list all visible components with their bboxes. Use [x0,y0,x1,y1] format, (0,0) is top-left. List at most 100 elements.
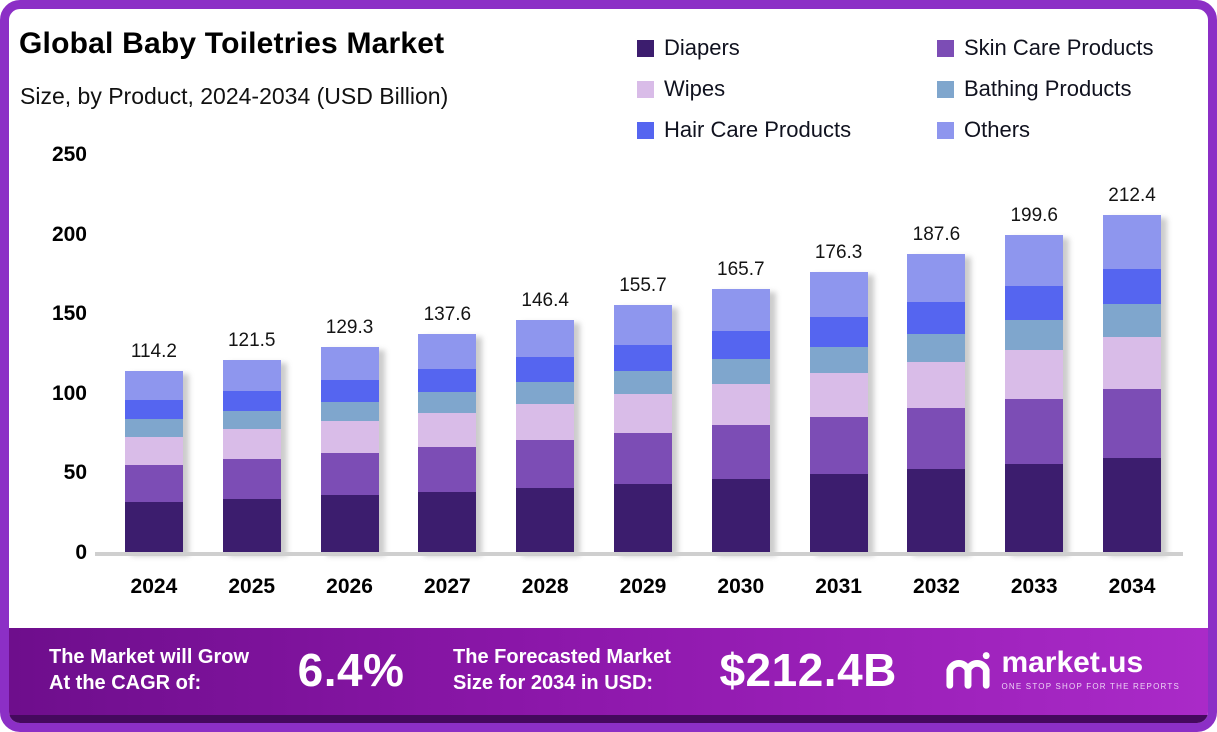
bar-stack [907,254,966,553]
bar-group-2033: 199.6 2033 [1005,205,1064,598]
bar-segment-skin-care-products [418,446,477,492]
bar-total-label: 155.7 [619,275,667,297]
bar-segment-skin-care-products [124,464,183,503]
bar-stack [222,359,281,553]
skin-care-products-swatch-icon [937,39,954,57]
bar-segment-hair-care-products [613,344,672,371]
bar-segment-wipes [613,394,672,433]
bar-segment-skin-care-products [320,453,379,496]
brand-text: market.us ONE STOP SHOP FOR THE REPORTS [1001,648,1180,692]
banner-text-line: The Market will Grow [49,645,250,668]
y-axis-tick-label: 200 [51,222,87,246]
bar-stack [418,333,477,553]
bar-segment-diapers [711,479,770,553]
wipes-swatch-icon [637,80,654,98]
bar-segment-bathing-products [320,401,379,422]
market-us-logo-icon [946,651,991,689]
bar-total-label: 114.2 [130,341,177,363]
bar-segment-skin-care-products [613,432,672,484]
y-axis: 0 50 100 150 200 250 [27,143,87,564]
bar-segment-bathing-products [711,359,770,385]
bar-segment-others [516,319,575,358]
bar-group-2027: 137.6 2027 [418,304,477,598]
bar-segment-skin-care-products [222,459,281,499]
x-axis-label: 2024 [130,575,178,598]
bar-group-2029: 155.7 2029 [613,275,672,598]
bar-segment-diapers [907,469,966,553]
banner-text-line: At the CAGR of: [49,671,202,694]
forecast-label: The Forecasted Market Size for 2034 in U… [453,644,671,696]
legend-item-others: Others [937,117,1190,143]
bar-segment-wipes [222,429,281,460]
forecast-value: $212.4B [719,643,897,696]
bar-segment-others [809,272,868,318]
bar-total-label: 129.3 [325,317,374,339]
bar-stack [1103,214,1162,553]
bar-segment-bathing-products [222,411,281,430]
bar-segment-hair-care-products [418,369,477,393]
bar-segment-wipes [907,361,966,409]
bar-segment-wipes [1005,349,1064,399]
bar-group-2024: 114.2 2024 [124,341,183,598]
bar-segment-others [222,359,281,391]
diapers-swatch-icon [637,39,654,57]
plot-area: 114.2 2024 121.5 2025 129.3 2026 137.6 2027 146.… [95,155,1183,598]
bar-segment-wipes [809,373,868,417]
bottom-strip [9,715,1208,723]
bar-segment-wipes [516,403,575,440]
bar-segment-diapers [222,498,281,553]
y-axis-tick-label: 100 [51,381,87,405]
hair-care-products-swatch-icon [637,121,654,139]
bar-segment-hair-care-products [1005,286,1064,320]
bar-total-label: 146.4 [521,289,569,311]
y-axis-tick-label: 0 [75,541,87,564]
x-axis-label: 2033 [1010,575,1058,598]
bar-stack [613,305,672,553]
bar-segment-diapers [124,502,183,553]
bar-segment-others [613,305,672,345]
chart-section: Global Baby Toiletries Market Size, by P… [9,9,1208,628]
bar-segment-bathing-products [907,333,966,362]
bar-segment-hair-care-products [809,317,868,347]
bar-segment-bathing-products [516,381,575,404]
page-title: Global Baby Toiletries Market [19,27,445,60]
bar-segment-others [1103,214,1162,269]
bar-segment-hair-care-products [222,390,281,412]
bar-group-2032: 187.6 2032 [907,224,966,598]
x-axis-label: 2031 [815,575,862,598]
x-axis-label: 2032 [913,575,960,598]
market-us-logo: market.us ONE STOP SHOP FOR THE REPORTS [945,648,1180,691]
bar-stack [1005,235,1064,553]
bar-segment-bathing-products [809,346,868,374]
bar-segment-wipes [320,421,379,454]
bar-segment-others [1005,235,1064,287]
x-axis-label: 2026 [326,575,373,598]
bar-segment-hair-care-products [711,331,770,360]
legend-label: Bathing Products [964,76,1132,101]
bar-total-label: 176.3 [814,242,863,264]
bar-segment-wipes [418,412,477,447]
bar-total-label: 187.6 [912,224,961,246]
bar-segment-skin-care-products [711,425,770,480]
legend-label: Diapers [664,35,740,60]
legend-item-diapers: Diapers [637,35,937,61]
y-axis-tick-label: 250 [51,143,87,166]
x-axis-label: 2029 [619,575,667,598]
bar-segment-diapers [516,487,575,553]
bar-segment-hair-care-products [124,400,183,420]
bar-segment-bathing-products [613,370,672,395]
bar-segment-wipes [1103,336,1162,390]
y-axis-tick-label: 50 [63,461,87,485]
others-swatch-icon [937,121,954,139]
bar-total-label: 199.6 [1010,205,1058,227]
bar-stack [516,319,575,553]
legend-item-bathing-products: Bathing Products [937,76,1190,102]
bar-group-2028: 146.4 2028 [516,289,575,598]
legend-item-wipes: Wipes [637,76,937,102]
bar-segment-diapers [1005,464,1064,553]
bar-segment-others [124,371,183,401]
bar-segment-skin-care-products [1103,389,1162,459]
bar-group-2025: 121.5 2025 [222,330,281,598]
bar-segment-others [320,347,379,381]
bar-group-2030: 165.7 2030 [711,259,770,598]
